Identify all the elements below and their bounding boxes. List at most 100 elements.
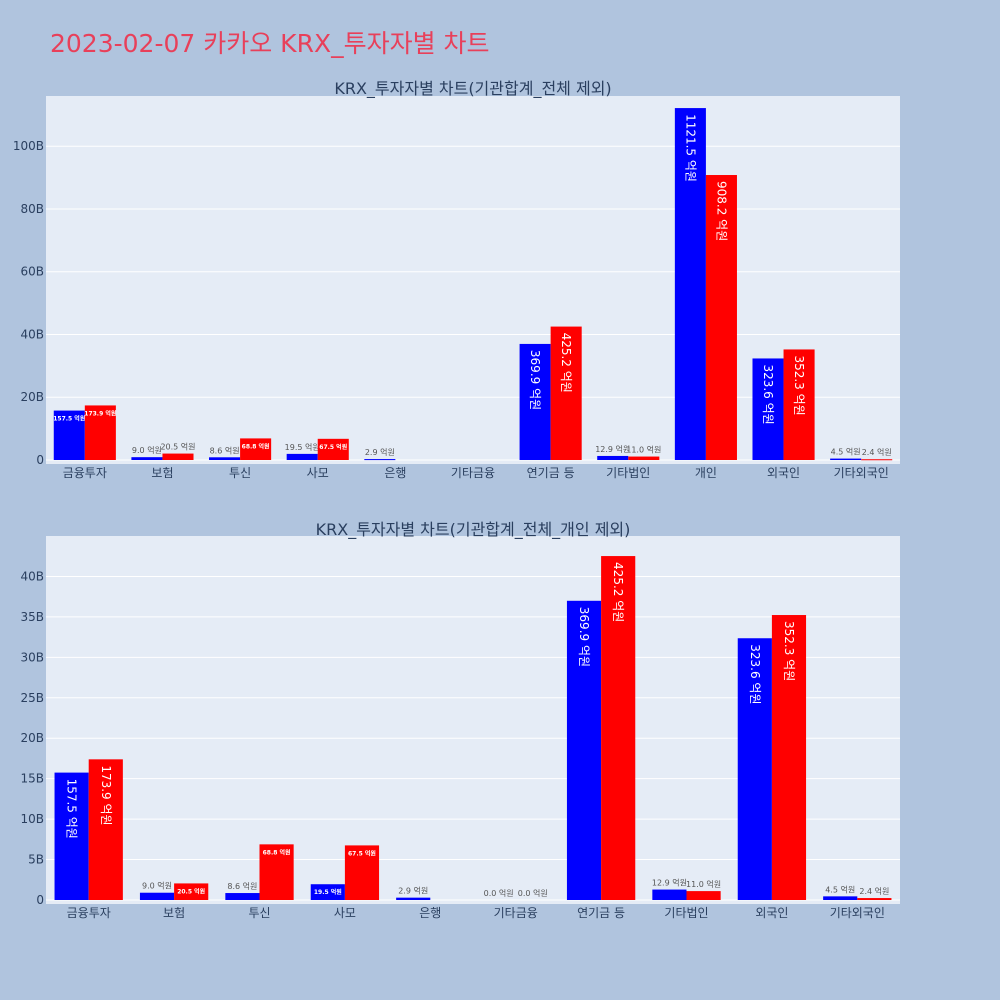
data-label: 908.2 억원 (714, 181, 728, 241)
bar (597, 455, 629, 460)
data-label: 8.6 억원 (227, 881, 257, 891)
bar (737, 638, 772, 900)
data-label: 173.9 억원 (99, 765, 113, 825)
bar (317, 438, 349, 460)
data-label: 4.5 억원 (831, 447, 861, 457)
x-tick-label: 투신 (229, 466, 251, 480)
data-label: 2.9 억원 (398, 886, 428, 896)
page-title: 2023-02-07 카카오 KRX_투자자별 차트 (50, 29, 490, 58)
y-tick-label: 60B (20, 265, 44, 279)
bar (162, 453, 194, 460)
data-label: 9.0 억원 (132, 445, 162, 455)
data-label: 68.8 억원 (263, 848, 291, 856)
data-label: 323.6 억원 (761, 364, 775, 424)
data-label: 369.9 억원 (577, 607, 591, 667)
bar (823, 896, 858, 900)
chart-title: KRX_투자자별 차트(기관합계_전체 제외) (334, 79, 611, 99)
data-label: 67.5 억원 (348, 849, 376, 857)
bar (771, 615, 807, 900)
x-tick-label: 개인 (695, 466, 717, 480)
x-tick-label: 기타금융 (451, 466, 495, 480)
data-label: 19.5 억원 (314, 888, 342, 896)
bar (601, 556, 636, 900)
data-label: 323.6 억원 (748, 644, 762, 704)
bar (752, 358, 784, 460)
bar (209, 457, 241, 460)
bar (88, 759, 123, 900)
bar (240, 438, 272, 460)
bar (566, 600, 602, 900)
bar (519, 343, 551, 460)
y-tick-label: 80B (20, 202, 44, 216)
y-tick-label: 30B (20, 650, 44, 664)
y-tick-label: 5B (28, 853, 44, 867)
x-tick-label: 기타법인 (664, 906, 708, 920)
bar (84, 405, 116, 460)
data-label: 425.2 억원 (611, 562, 625, 622)
y-tick-label: 25B (20, 691, 44, 705)
data-label: 2.4 억원 (859, 886, 889, 896)
x-tick-label: 금융투자 (63, 466, 107, 480)
x-tick-label: 금융투자 (67, 906, 111, 920)
bar (830, 458, 862, 460)
bar (674, 108, 706, 461)
bar (705, 175, 737, 460)
bar (344, 845, 380, 900)
data-label: 8.6 억원 (210, 445, 240, 455)
data-label: 2.9 억원 (365, 447, 395, 457)
y-tick-label: 35B (20, 610, 44, 624)
chart-1: 0 20B 40B 60B 80B 100B KRX_투자자별 차트(기관합계_전체 제외)… (13, 79, 900, 480)
y-tick-label: 0 (36, 453, 44, 467)
data-label: 1121.5 억원 (683, 114, 697, 182)
bar (783, 349, 815, 460)
x-tick-label: 투신 (248, 906, 270, 920)
data-label: 352.3 억원 (782, 621, 796, 681)
bar (628, 456, 660, 460)
bar (131, 457, 163, 460)
x-tick-label: 기타법인 (606, 466, 650, 480)
bar (364, 459, 396, 461)
y-tick-label: 100B (13, 139, 44, 153)
bar (259, 844, 294, 900)
x-tick-label: 기타외국인 (830, 906, 885, 920)
data-label: 67.5 억원 (319, 443, 347, 451)
y-tick-label: 20B (20, 731, 44, 745)
data-label: 2.4 억원 (862, 447, 892, 457)
data-label: 173.9 억원 (84, 409, 116, 417)
data-label: 352.3 억원 (792, 355, 806, 415)
data-label: 11.0 억원 (686, 879, 721, 889)
data-label: 369.9 억원 (528, 350, 542, 410)
chart-title: KRX_투자자별 차트(기관합계_전체_개인 제외) (316, 520, 631, 540)
x-tick-label: 기타외국인 (834, 466, 889, 480)
x-tick-label: 외국인 (755, 906, 788, 920)
x-tick-label: 보험 (163, 906, 185, 920)
y-tick-label: 0 (36, 893, 44, 907)
bar (286, 453, 318, 460)
data-label: 0.0 억원 (518, 888, 548, 898)
bar (861, 459, 893, 461)
x-tick-label: 기타금융 (494, 906, 538, 920)
x-tick-label: 보험 (151, 466, 173, 480)
y-tick-label: 15B (20, 772, 44, 786)
x-tick-label: 연기금 등 (577, 906, 625, 920)
bar (225, 893, 260, 900)
data-label: 157.5 억원 (53, 415, 85, 423)
data-label: 425.2 억원 (559, 333, 573, 393)
x-tick-label: 은행 (419, 905, 441, 920)
bar (53, 410, 85, 460)
y-tick-label: 10B (20, 812, 44, 826)
data-label: 68.8 억원 (242, 442, 270, 450)
bar (396, 897, 431, 900)
data-label: 157.5 억원 (65, 779, 79, 839)
bar (686, 891, 721, 900)
x-tick-label: 사모 (334, 906, 356, 920)
y-tick-label: 20B (20, 390, 44, 404)
data-label: 12.9 억원 (652, 878, 687, 888)
bar (550, 326, 582, 460)
data-label: 0.0 억원 (484, 888, 514, 898)
data-label: 4.5 억원 (825, 884, 855, 894)
data-label: 11.0 억원 (626, 445, 661, 455)
x-tick-label: 연기금 등 (527, 466, 575, 480)
data-label: 9.0 억원 (142, 881, 172, 891)
